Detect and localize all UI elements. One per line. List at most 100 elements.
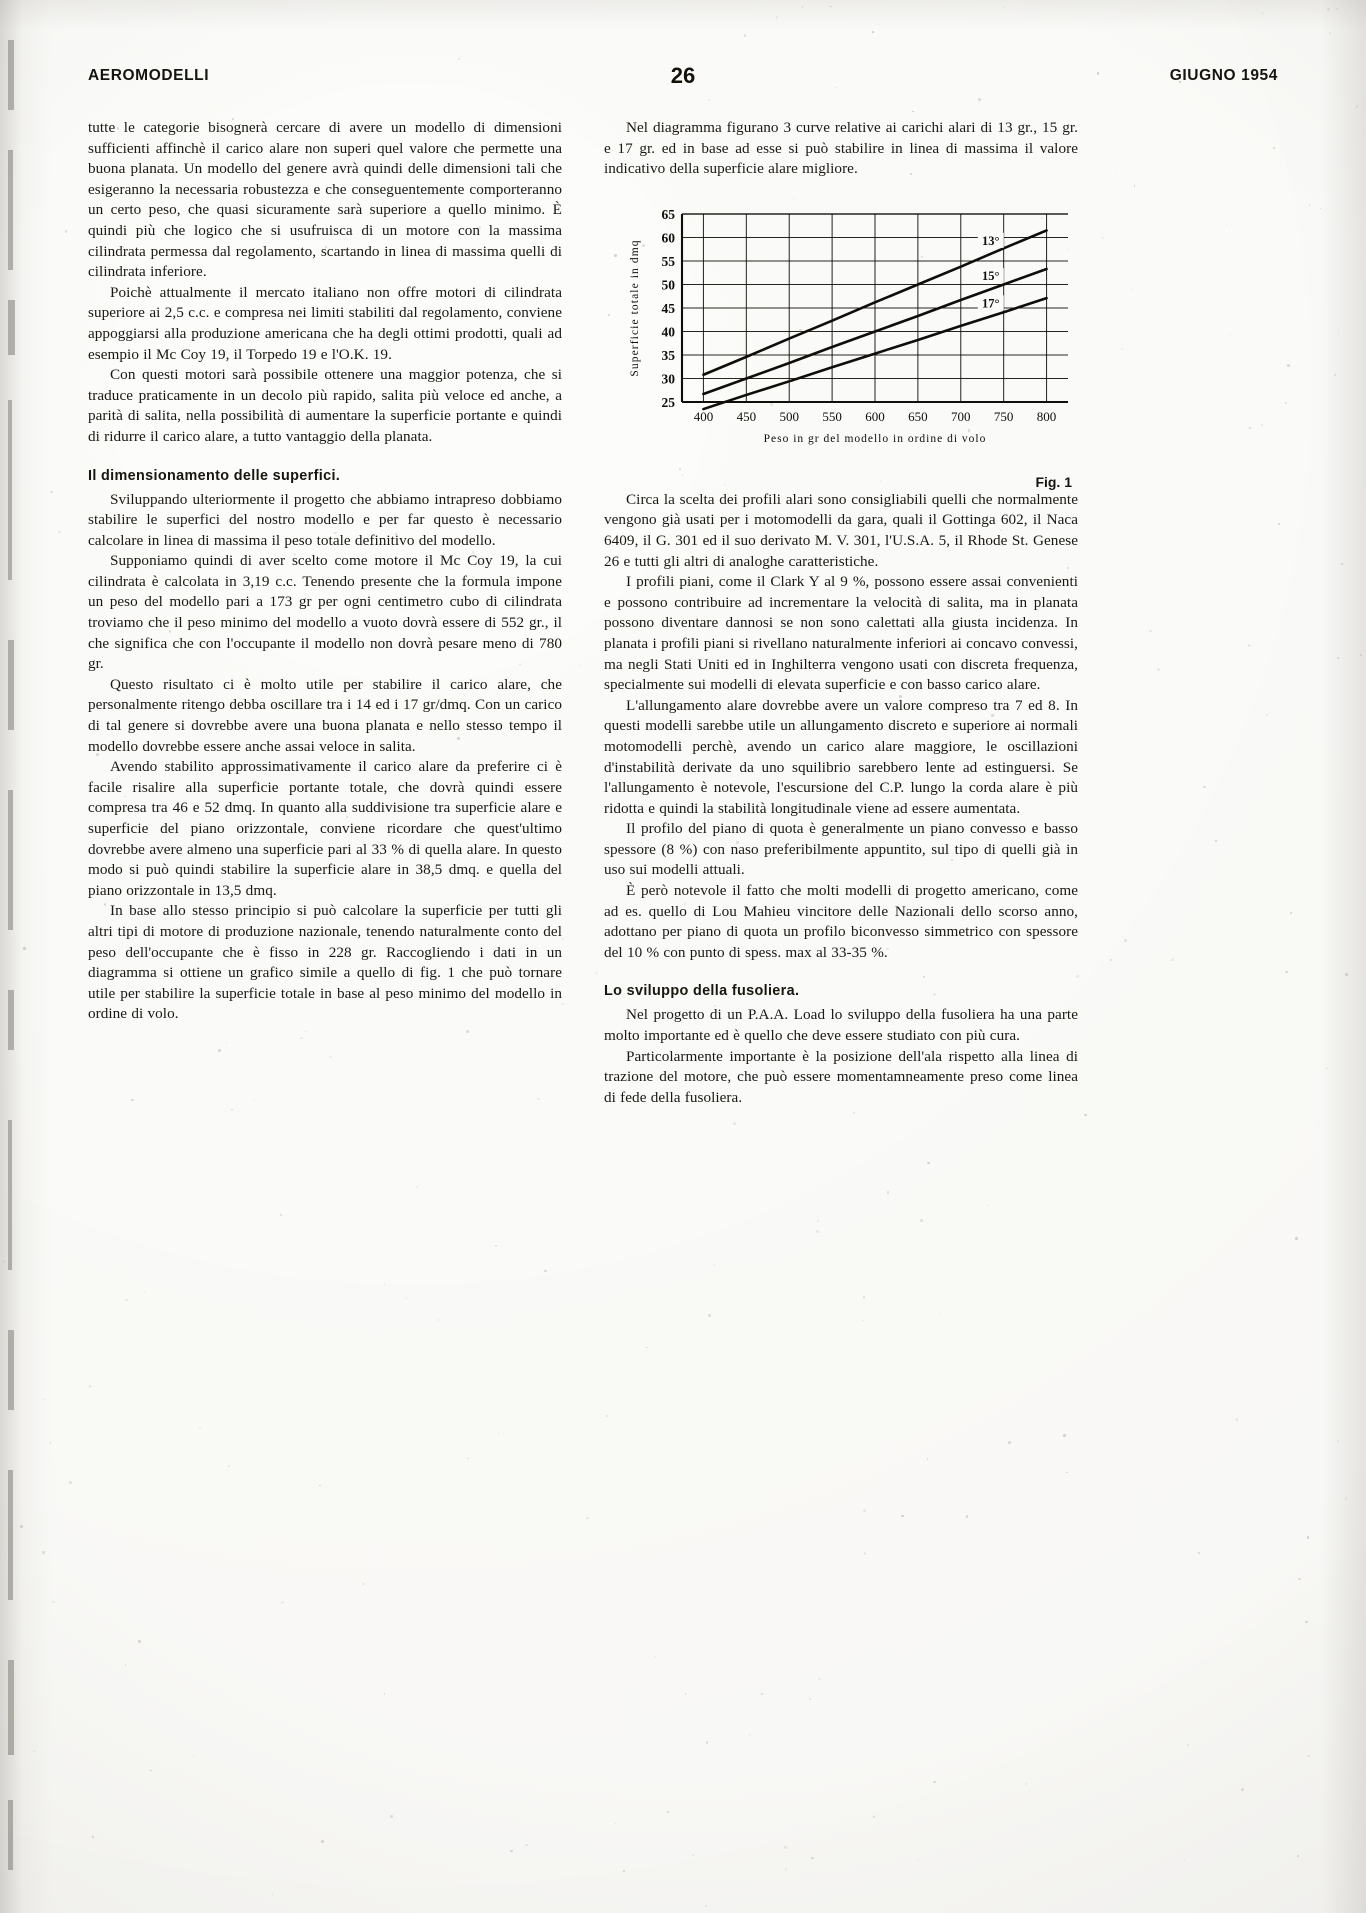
scan-speck <box>833 902 835 905</box>
scan-speck <box>525 1843 528 1846</box>
scan-speck <box>316 990 318 993</box>
scan-speck <box>503 789 507 793</box>
scan-speck <box>294 554 296 556</box>
scan-speck <box>168 630 172 633</box>
scan-speck <box>370 728 373 731</box>
chart-superficie-vs-peso: 25 30 35 40 45 50 55 60 65 400 450 500 550 600 650 700 7… <box>604 190 1078 460</box>
scan-speck <box>562 1003 565 1006</box>
scan-speck <box>1131 288 1133 291</box>
scan-speck <box>1297 1854 1300 1857</box>
svg-text:55: 55 <box>662 254 676 269</box>
scan-speck <box>713 1264 716 1267</box>
scan-speck <box>281 1601 284 1604</box>
paragraph: Poichè attualmente il mercato italiano n… <box>88 283 562 363</box>
paragraph: Particolarmente importante è la posizion… <box>604 1047 1078 1106</box>
scan-speck <box>124 795 126 798</box>
scan-speck <box>510 1849 513 1852</box>
scan-speck <box>821 1582 823 1584</box>
scan-speck <box>691 1854 694 1857</box>
scan-speck <box>1247 644 1251 647</box>
scan-speck <box>271 1894 273 1896</box>
scan-speck <box>586 1516 589 1520</box>
paragraph: Il profilo del piano di quota è generalm… <box>604 820 1078 879</box>
scan-speck <box>49 1442 52 1444</box>
scan-speck <box>909 172 912 175</box>
svg-text:Superficie totale in dmq: Superficie totale in dmq <box>629 239 641 376</box>
scan-speck <box>463 694 466 696</box>
scan-speck <box>883 932 887 936</box>
scan-speck <box>537 1098 540 1101</box>
scan-speck <box>1344 1497 1348 1500</box>
scan-speck <box>324 245 328 249</box>
scan-speck <box>1183 1860 1186 1862</box>
scan-speck <box>1109 958 1113 961</box>
scan-speck <box>791 144 794 148</box>
svg-text:25: 25 <box>662 395 676 410</box>
scan-speck <box>921 256 923 258</box>
section-heading-fusoliera: Lo sviluppo della fusoliera. <box>604 983 800 1000</box>
svg-text:35: 35 <box>662 348 676 363</box>
svg-text:65: 65 <box>662 207 676 222</box>
running-head: AEROMODELLI 26 GIUGNO 1954 <box>88 62 1278 90</box>
scan-speck <box>678 467 681 470</box>
scan-speck <box>798 328 802 332</box>
scan-speck <box>681 473 684 476</box>
scan-speck <box>707 98 711 101</box>
scan-speck <box>885 947 889 951</box>
scan-speck <box>595 972 598 974</box>
scan-speck <box>332 763 336 767</box>
scan-speck <box>1041 216 1044 220</box>
scan-speck <box>654 1656 657 1659</box>
scan-speck <box>608 314 611 317</box>
scan-speck <box>642 244 646 248</box>
scan-speck <box>1065 1471 1068 1474</box>
figure-caption: Fig. 1 <box>1035 473 1072 490</box>
scan-speck <box>436 1318 440 1322</box>
svg-text:50: 50 <box>662 277 676 292</box>
scan-speck <box>1197 1551 1200 1555</box>
svg-text:Peso in gr del modello in ordi: Peso in gr del modello in ordine di volo <box>764 433 987 445</box>
scan-speck <box>304 1031 306 1032</box>
svg-text:700: 700 <box>951 409 971 424</box>
scan-speck <box>1336 1440 1340 1443</box>
scan-speck <box>64 230 68 234</box>
scan-speck <box>457 58 460 61</box>
scan-speck <box>1298 1577 1301 1580</box>
scan-speck <box>1334 374 1337 377</box>
scan-speck <box>366 420 368 423</box>
scan-speck <box>137 1639 141 1643</box>
scan-speck <box>939 1312 941 1314</box>
scan-speck <box>42 1551 45 1554</box>
scan-speck <box>676 749 680 753</box>
paragraph: In base allo stesso principio si può cal… <box>88 902 562 1023</box>
scan-speck <box>143 1291 145 1293</box>
scan-speck <box>978 98 982 102</box>
section-heading-dimensionamento: Il dimensionamento delle superfici. <box>88 467 341 484</box>
scan-speck <box>992 1882 993 1884</box>
scan-speck <box>705 1905 708 1907</box>
scan-speck <box>1230 333 1232 335</box>
scan-speck <box>1096 72 1100 75</box>
scan-speck <box>522 917 526 921</box>
scan-speck <box>1319 207 1321 210</box>
scan-speck <box>872 31 875 33</box>
scan-speck <box>1305 1620 1309 1624</box>
paragraph: Supponiamo quindi di aver scelto come mo… <box>88 552 562 673</box>
scan-speck <box>228 1464 231 1467</box>
scan-speck <box>880 479 882 481</box>
scan-speck <box>801 6 804 8</box>
scan-speck <box>161 1710 163 1713</box>
scan-speck <box>390 1814 393 1818</box>
scan-speck <box>1284 970 1288 974</box>
scan-speck <box>329 1055 332 1059</box>
scan-speck <box>1186 1743 1189 1747</box>
paragraph: L'allungamento alare dovrebbe avere un v… <box>604 696 1078 817</box>
scan-speck <box>124 1664 127 1666</box>
paragraph: Nel progetto di un P.A.A. Load lo svilup… <box>604 1006 1078 1045</box>
scan-speck <box>150 1769 152 1772</box>
scan-speck <box>863 1552 867 1555</box>
scan-speck <box>362 1583 364 1585</box>
scan-speck <box>491 840 494 843</box>
svg-text:13°: 13° <box>982 234 1000 248</box>
